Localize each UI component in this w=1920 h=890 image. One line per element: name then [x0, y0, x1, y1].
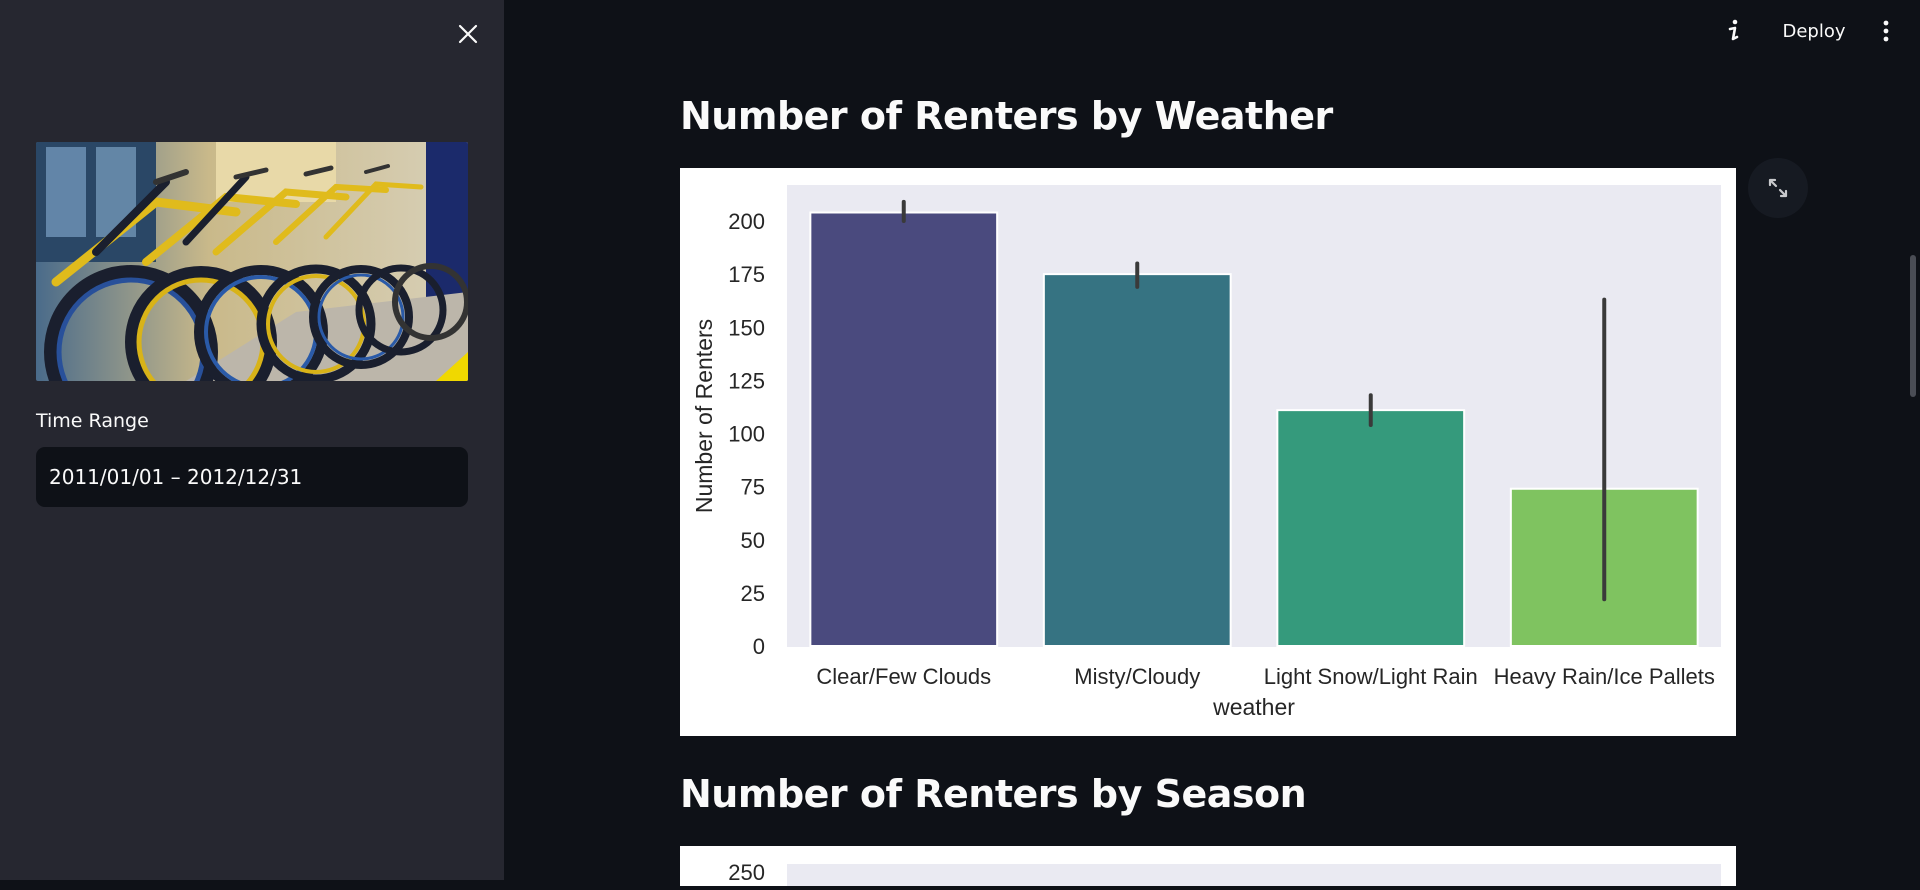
- season-chart-heading: Number of Renters by Season: [680, 772, 1307, 816]
- weather-chart-heading: Number of Renters by Weather: [680, 94, 1333, 138]
- y-tick-label-4: 100: [728, 422, 765, 447]
- weather-chart: Clear/Few Clouds Misty/Cloudy Light Snow/L…: [680, 168, 1736, 736]
- y-tick-label-8: 200: [728, 209, 765, 234]
- y-tick-label-0: 0: [753, 634, 765, 659]
- info-icon: [1728, 19, 1739, 41]
- y-tick-label-7: 175: [728, 262, 765, 287]
- season-y-tick-label-0: 250: [728, 860, 765, 885]
- time-range-label: Time Range: [36, 410, 149, 432]
- x-tick-label-2: Light Snow/Light Rain: [1264, 664, 1478, 689]
- more-vert-icon: [1883, 20, 1889, 42]
- x-tick-label-1: Misty/Cloudy: [1074, 664, 1200, 689]
- y-tick-label-3: 75: [741, 475, 765, 500]
- y-tick-label-1: 25: [741, 581, 765, 606]
- page-scrollbar[interactable]: [1910, 255, 1916, 397]
- bar-2: [1276, 409, 1466, 647]
- bar-1: [1042, 273, 1232, 647]
- deploy-button[interactable]: Deploy: [1782, 20, 1846, 42]
- x-tick-label-0: Clear/Few Clouds: [816, 664, 991, 689]
- fullscreen-button[interactable]: [1748, 158, 1808, 218]
- main-menu-button[interactable]: [1872, 14, 1900, 48]
- close-icon: [458, 24, 478, 44]
- date-range-input[interactable]: 2011/01/01 – 2012/12/31: [36, 447, 468, 507]
- season-chart: 250: [680, 846, 1736, 890]
- y-axis-label: Number of Renters: [691, 319, 717, 513]
- fullscreen-icon: [1768, 178, 1788, 198]
- y-tick-label-5: 125: [728, 368, 765, 393]
- bar-0: [809, 211, 999, 647]
- y-tick-label-6: 150: [728, 315, 765, 340]
- info-button[interactable]: [1719, 14, 1749, 48]
- y-tick-label-2: 50: [741, 528, 765, 553]
- close-sidebar-button[interactable]: [452, 18, 484, 50]
- sidebar: Time Range 2011/01/01 – 2012/12/31: [0, 0, 504, 880]
- x-axis-label: weather: [1212, 694, 1295, 720]
- x-tick-label-3: Heavy Rain/Ice Pallets: [1494, 664, 1715, 689]
- bicycles-image: [36, 142, 468, 381]
- season-plot-area: [787, 864, 1721, 890]
